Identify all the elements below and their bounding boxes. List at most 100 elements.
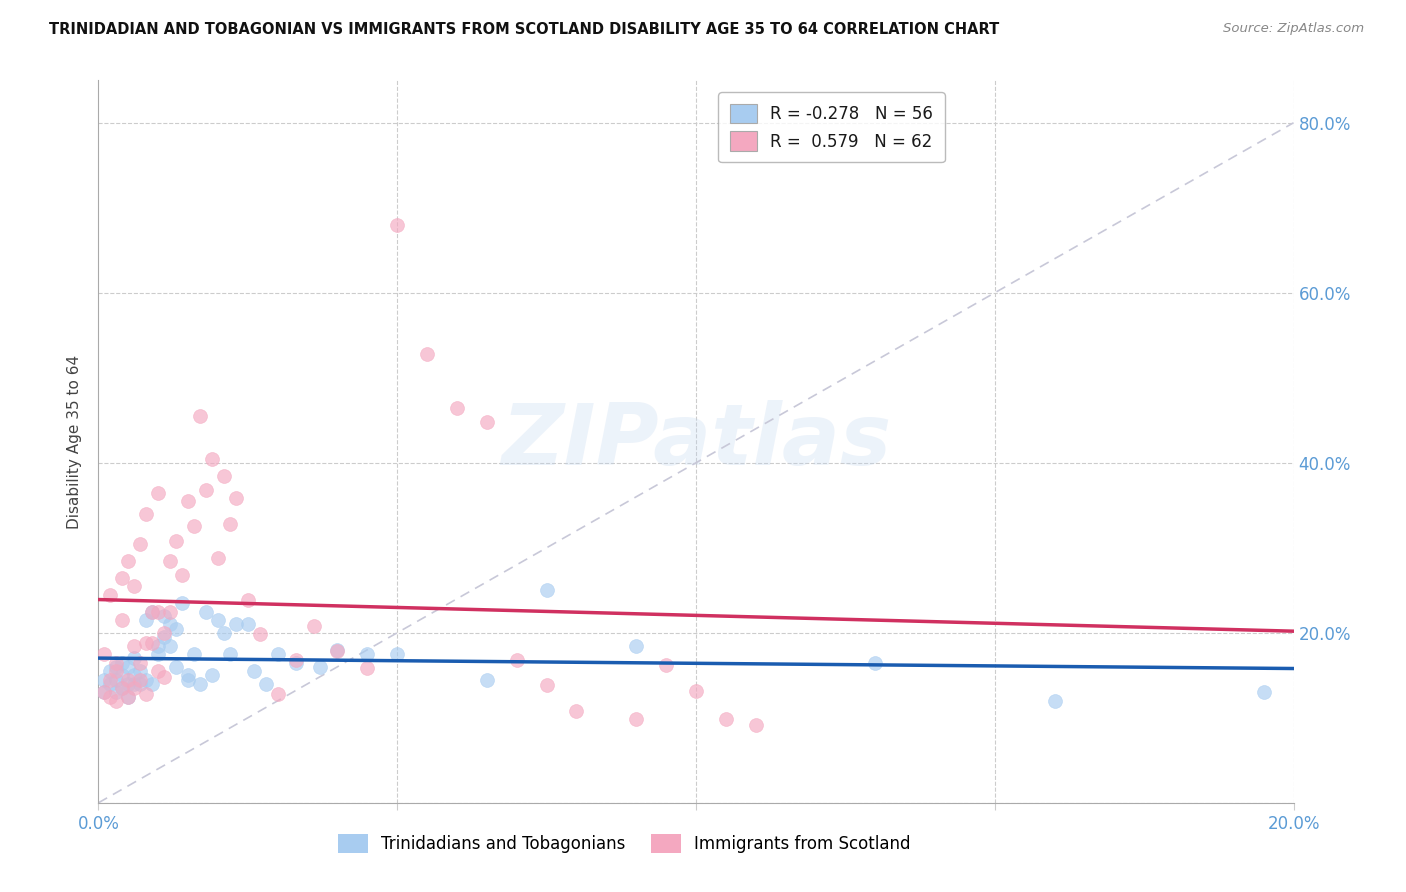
Point — [326, 644, 349, 658]
Point — [475, 415, 498, 429]
Text: ZIPatlas: ZIPatlas — [501, 400, 891, 483]
Point — [93, 685, 115, 699]
Point — [148, 639, 170, 653]
Point — [385, 218, 409, 232]
Point — [124, 639, 146, 653]
Point — [308, 660, 330, 674]
Point — [195, 605, 218, 619]
Point — [326, 642, 349, 657]
Point — [135, 507, 157, 521]
Point — [475, 673, 498, 687]
Point — [188, 409, 211, 423]
Point — [124, 668, 146, 682]
Point — [565, 704, 588, 718]
Point — [105, 673, 128, 687]
Point — [356, 647, 378, 661]
Point — [165, 622, 187, 636]
Point — [135, 636, 157, 650]
Point — [536, 678, 558, 692]
Point — [284, 653, 307, 667]
Point — [111, 668, 134, 682]
Point — [135, 613, 157, 627]
Point — [236, 617, 259, 632]
Point — [117, 690, 139, 704]
Point — [111, 656, 134, 670]
Point — [124, 677, 146, 691]
Point — [267, 647, 290, 661]
Point — [356, 661, 378, 675]
Point — [159, 639, 181, 653]
Point — [655, 658, 678, 673]
Point — [141, 677, 163, 691]
Point — [105, 694, 128, 708]
Point — [153, 670, 176, 684]
Point — [117, 677, 139, 691]
Point — [98, 690, 122, 704]
Point — [111, 681, 134, 695]
Point — [129, 536, 152, 550]
Point — [124, 579, 146, 593]
Point — [153, 630, 176, 644]
Point — [93, 647, 115, 661]
Point — [105, 656, 128, 670]
Point — [141, 636, 163, 650]
Point — [177, 668, 200, 682]
Point — [105, 685, 128, 699]
Point — [129, 664, 152, 678]
Point — [129, 673, 152, 687]
Point — [201, 451, 224, 466]
Point — [141, 605, 163, 619]
Text: Source: ZipAtlas.com: Source: ZipAtlas.com — [1223, 22, 1364, 36]
Point — [177, 673, 200, 687]
Point — [626, 639, 648, 653]
Point — [249, 627, 271, 641]
Point — [98, 677, 122, 691]
Point — [111, 613, 134, 627]
Point — [183, 647, 205, 661]
Point — [124, 651, 146, 665]
Point — [124, 681, 146, 695]
Point — [446, 401, 468, 415]
Point — [135, 687, 157, 701]
Text: TRINIDADIAN AND TOBAGONIAN VS IMMIGRANTS FROM SCOTLAND DISABILITY AGE 35 TO 64 C: TRINIDADIAN AND TOBAGONIAN VS IMMIGRANTS… — [49, 22, 1000, 37]
Point — [105, 664, 128, 678]
Point — [207, 613, 229, 627]
Point — [159, 553, 181, 567]
Point — [111, 681, 134, 695]
Point — [225, 617, 247, 632]
Point — [536, 583, 558, 598]
Point — [865, 656, 887, 670]
Point — [219, 647, 242, 661]
Point — [416, 347, 439, 361]
Point — [254, 677, 277, 691]
Point — [177, 494, 200, 508]
Y-axis label: Disability Age 35 to 64: Disability Age 35 to 64 — [67, 354, 83, 529]
Point — [148, 647, 170, 661]
Point — [117, 673, 139, 687]
Point — [153, 608, 176, 623]
Point — [506, 653, 529, 667]
Point — [148, 485, 170, 500]
Point — [1253, 685, 1275, 699]
Point — [111, 570, 134, 584]
Point — [212, 468, 235, 483]
Legend: Trinidadians and Tobagonians, Immigrants from Scotland: Trinidadians and Tobagonians, Immigrants… — [332, 827, 917, 860]
Point — [1043, 694, 1066, 708]
Point — [98, 588, 122, 602]
Point — [129, 656, 152, 670]
Point — [93, 685, 115, 699]
Point — [159, 617, 181, 632]
Point — [207, 551, 229, 566]
Point — [98, 673, 122, 687]
Point — [135, 673, 157, 687]
Point — [685, 683, 707, 698]
Point — [93, 673, 115, 687]
Point — [148, 664, 170, 678]
Point — [212, 625, 235, 640]
Point — [385, 647, 409, 661]
Point — [195, 483, 218, 497]
Point — [267, 687, 290, 701]
Point — [201, 668, 224, 682]
Point — [117, 553, 139, 567]
Point — [141, 605, 163, 619]
